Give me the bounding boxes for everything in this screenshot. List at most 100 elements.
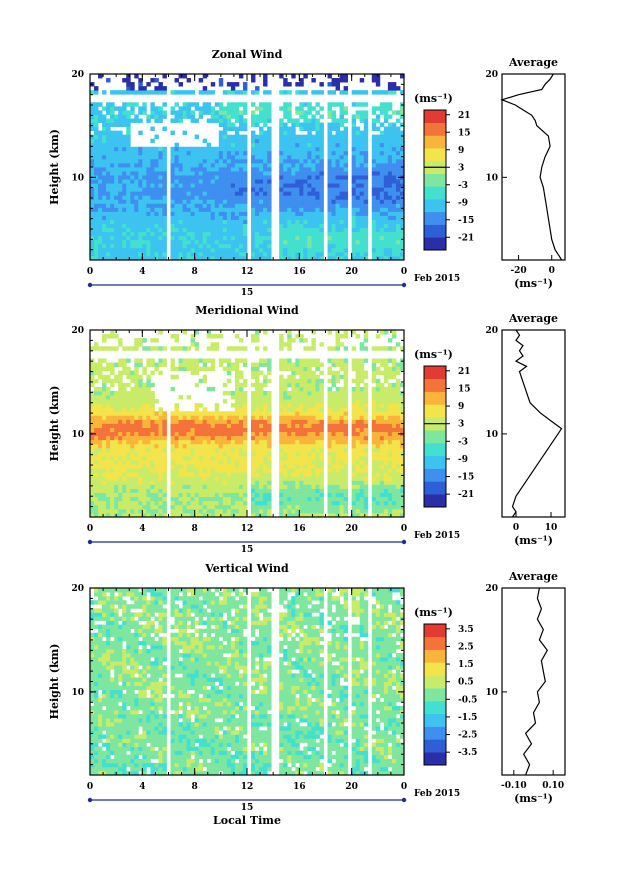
- heatmap-cell: [396, 216, 400, 220]
- heatmap-cell: [259, 175, 263, 179]
- heatmap-cell: [336, 411, 340, 415]
- heatmap-cell: [259, 114, 263, 118]
- heatmap-cell: [259, 240, 263, 244]
- heatmap-cell: [340, 387, 344, 391]
- heatmap-cell: [319, 411, 323, 415]
- heatmap-cell: [332, 484, 336, 488]
- heatmap-cell: [138, 232, 142, 236]
- heatmap-cell: [94, 183, 98, 187]
- heatmap-cell: [291, 244, 295, 248]
- heatmap-cell: [279, 236, 283, 240]
- heatmap-cell: [303, 179, 307, 183]
- heatmap-cell: [146, 415, 150, 419]
- heatmap-cell: [126, 493, 130, 497]
- heatmap-cell: [263, 155, 267, 159]
- heatmap-cell: [291, 191, 295, 195]
- heatmap-cell: [94, 448, 98, 452]
- heatmap-cell: [340, 509, 344, 513]
- heatmap-cell: [235, 367, 239, 371]
- heatmap-cell: [319, 480, 323, 484]
- heatmap-cell: [171, 195, 175, 199]
- heatmap-cell: [287, 476, 291, 480]
- heatmap-cell: [239, 411, 243, 415]
- heatmap-cell: [114, 131, 118, 135]
- heatmap-cell: [388, 224, 392, 228]
- heatmap-cell: [94, 419, 98, 423]
- heatmap-cell: [227, 367, 231, 371]
- heatmap-cell: [291, 505, 295, 509]
- heatmap-cell: [352, 211, 356, 215]
- heatmap-cell: [352, 216, 356, 220]
- heatmap-cell: [98, 371, 102, 375]
- heatmap-cell: [215, 252, 219, 256]
- heatmap-cell: [291, 199, 295, 203]
- heatmap-cell: [344, 183, 348, 187]
- heatmap-cell: [215, 489, 219, 493]
- heatmap-cell: [207, 248, 211, 252]
- heatmap-cell: [235, 346, 239, 350]
- heatmap-cell: [344, 363, 348, 367]
- heatmap-cell: [263, 175, 267, 179]
- heatmap-cell: [114, 448, 118, 452]
- heatmap-cell: [239, 195, 243, 199]
- heatmap-cell: [376, 211, 380, 215]
- heatmap-cell: [150, 460, 154, 464]
- heatmap-cell: [255, 371, 259, 375]
- heatmap-cell: [207, 106, 211, 110]
- heatmap-cell: [171, 484, 175, 488]
- heatmap-cell: [235, 403, 239, 407]
- heatmap-cell: [110, 411, 114, 415]
- heatmap-cell: [191, 151, 195, 155]
- heatmap-cell: [134, 476, 138, 480]
- heatmap-cell: [307, 415, 311, 419]
- heatmap-cell: [90, 489, 94, 493]
- heatmap-cell: [332, 444, 336, 448]
- heatmap-cell: [332, 509, 336, 513]
- heatmap-cell: [219, 123, 223, 127]
- heatmap-cell: [263, 135, 267, 139]
- heatmap-cell: [118, 106, 122, 110]
- heatmap-cell: [183, 151, 187, 155]
- heatmap-cell: [263, 363, 267, 367]
- heatmap-cell: [283, 240, 287, 244]
- heatmap-cell: [114, 123, 118, 127]
- heatmap-cell: [344, 399, 348, 403]
- heatmap-cell: [263, 179, 267, 183]
- heatmap-cell: [251, 501, 255, 505]
- heatmap-cell: [158, 497, 162, 501]
- heatmap-cell: [360, 187, 364, 191]
- heatmap-cell: [291, 163, 295, 167]
- heatmap-cell: [219, 228, 223, 232]
- heatmap-cell: [239, 143, 243, 147]
- heatmap-cell: [150, 179, 154, 183]
- heatmap-cell: [311, 501, 315, 505]
- heatmap-cell: [203, 207, 207, 211]
- heatmap-cell: [267, 114, 271, 118]
- heatmap-cell: [360, 135, 364, 139]
- heatmap-cell: [283, 135, 287, 139]
- heatmap-cell: [384, 110, 388, 114]
- heatmap-cell: [122, 407, 126, 411]
- heatmap-cell: [340, 248, 344, 252]
- heatmap-cell: [344, 199, 348, 203]
- heatmap-cell: [376, 139, 380, 143]
- heatmap-cell: [195, 448, 199, 452]
- heatmap-cell: [243, 236, 247, 240]
- heatmap-cell: [336, 342, 340, 346]
- heatmap-cell: [392, 183, 396, 187]
- heatmap-cell: [340, 440, 344, 444]
- heatmap-cell: [94, 399, 98, 403]
- heatmap-cell: [267, 395, 271, 399]
- heatmap-cell: [315, 135, 319, 139]
- heatmap-cell: [283, 428, 287, 432]
- heatmap-cell: [255, 175, 259, 179]
- heatmap-cell: [175, 424, 179, 428]
- heatmap-cell: [364, 110, 368, 114]
- heatmap-cell: [243, 155, 247, 159]
- heatmap-cell: [102, 244, 106, 248]
- heatmap-cell: [380, 236, 384, 240]
- heatmap-cell: [340, 175, 344, 179]
- heatmap-cell: [336, 228, 340, 232]
- heatmap-cell: [223, 415, 227, 419]
- heatmap-cell: [332, 171, 336, 175]
